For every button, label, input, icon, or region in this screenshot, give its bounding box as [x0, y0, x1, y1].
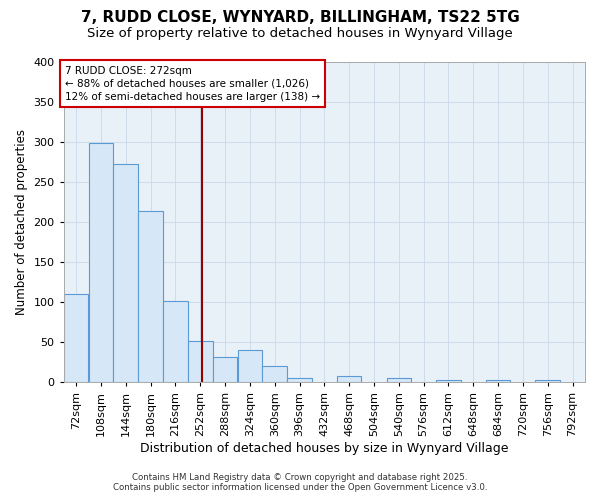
- Bar: [436, 380, 461, 382]
- Text: Contains HM Land Registry data © Crown copyright and database right 2025.
Contai: Contains HM Land Registry data © Crown c…: [113, 473, 487, 492]
- Bar: [113, 164, 138, 382]
- X-axis label: Distribution of detached houses by size in Wynyard Village: Distribution of detached houses by size …: [140, 442, 509, 455]
- Bar: [337, 376, 361, 382]
- Text: 7 RUDD CLOSE: 272sqm
← 88% of detached houses are smaller (1,026)
12% of semi-de: 7 RUDD CLOSE: 272sqm ← 88% of detached h…: [65, 66, 320, 102]
- Y-axis label: Number of detached properties: Number of detached properties: [15, 129, 28, 315]
- Bar: [163, 302, 188, 382]
- Bar: [535, 380, 560, 382]
- Bar: [188, 342, 212, 382]
- Bar: [64, 294, 88, 382]
- Bar: [139, 210, 163, 382]
- Text: 7, RUDD CLOSE, WYNYARD, BILLINGHAM, TS22 5TG: 7, RUDD CLOSE, WYNYARD, BILLINGHAM, TS22…: [80, 10, 520, 25]
- Bar: [287, 378, 312, 382]
- Bar: [238, 350, 262, 382]
- Bar: [262, 366, 287, 382]
- Bar: [89, 144, 113, 382]
- Bar: [486, 380, 511, 382]
- Bar: [213, 356, 238, 382]
- Text: Size of property relative to detached houses in Wynyard Village: Size of property relative to detached ho…: [87, 28, 513, 40]
- Bar: [386, 378, 411, 382]
